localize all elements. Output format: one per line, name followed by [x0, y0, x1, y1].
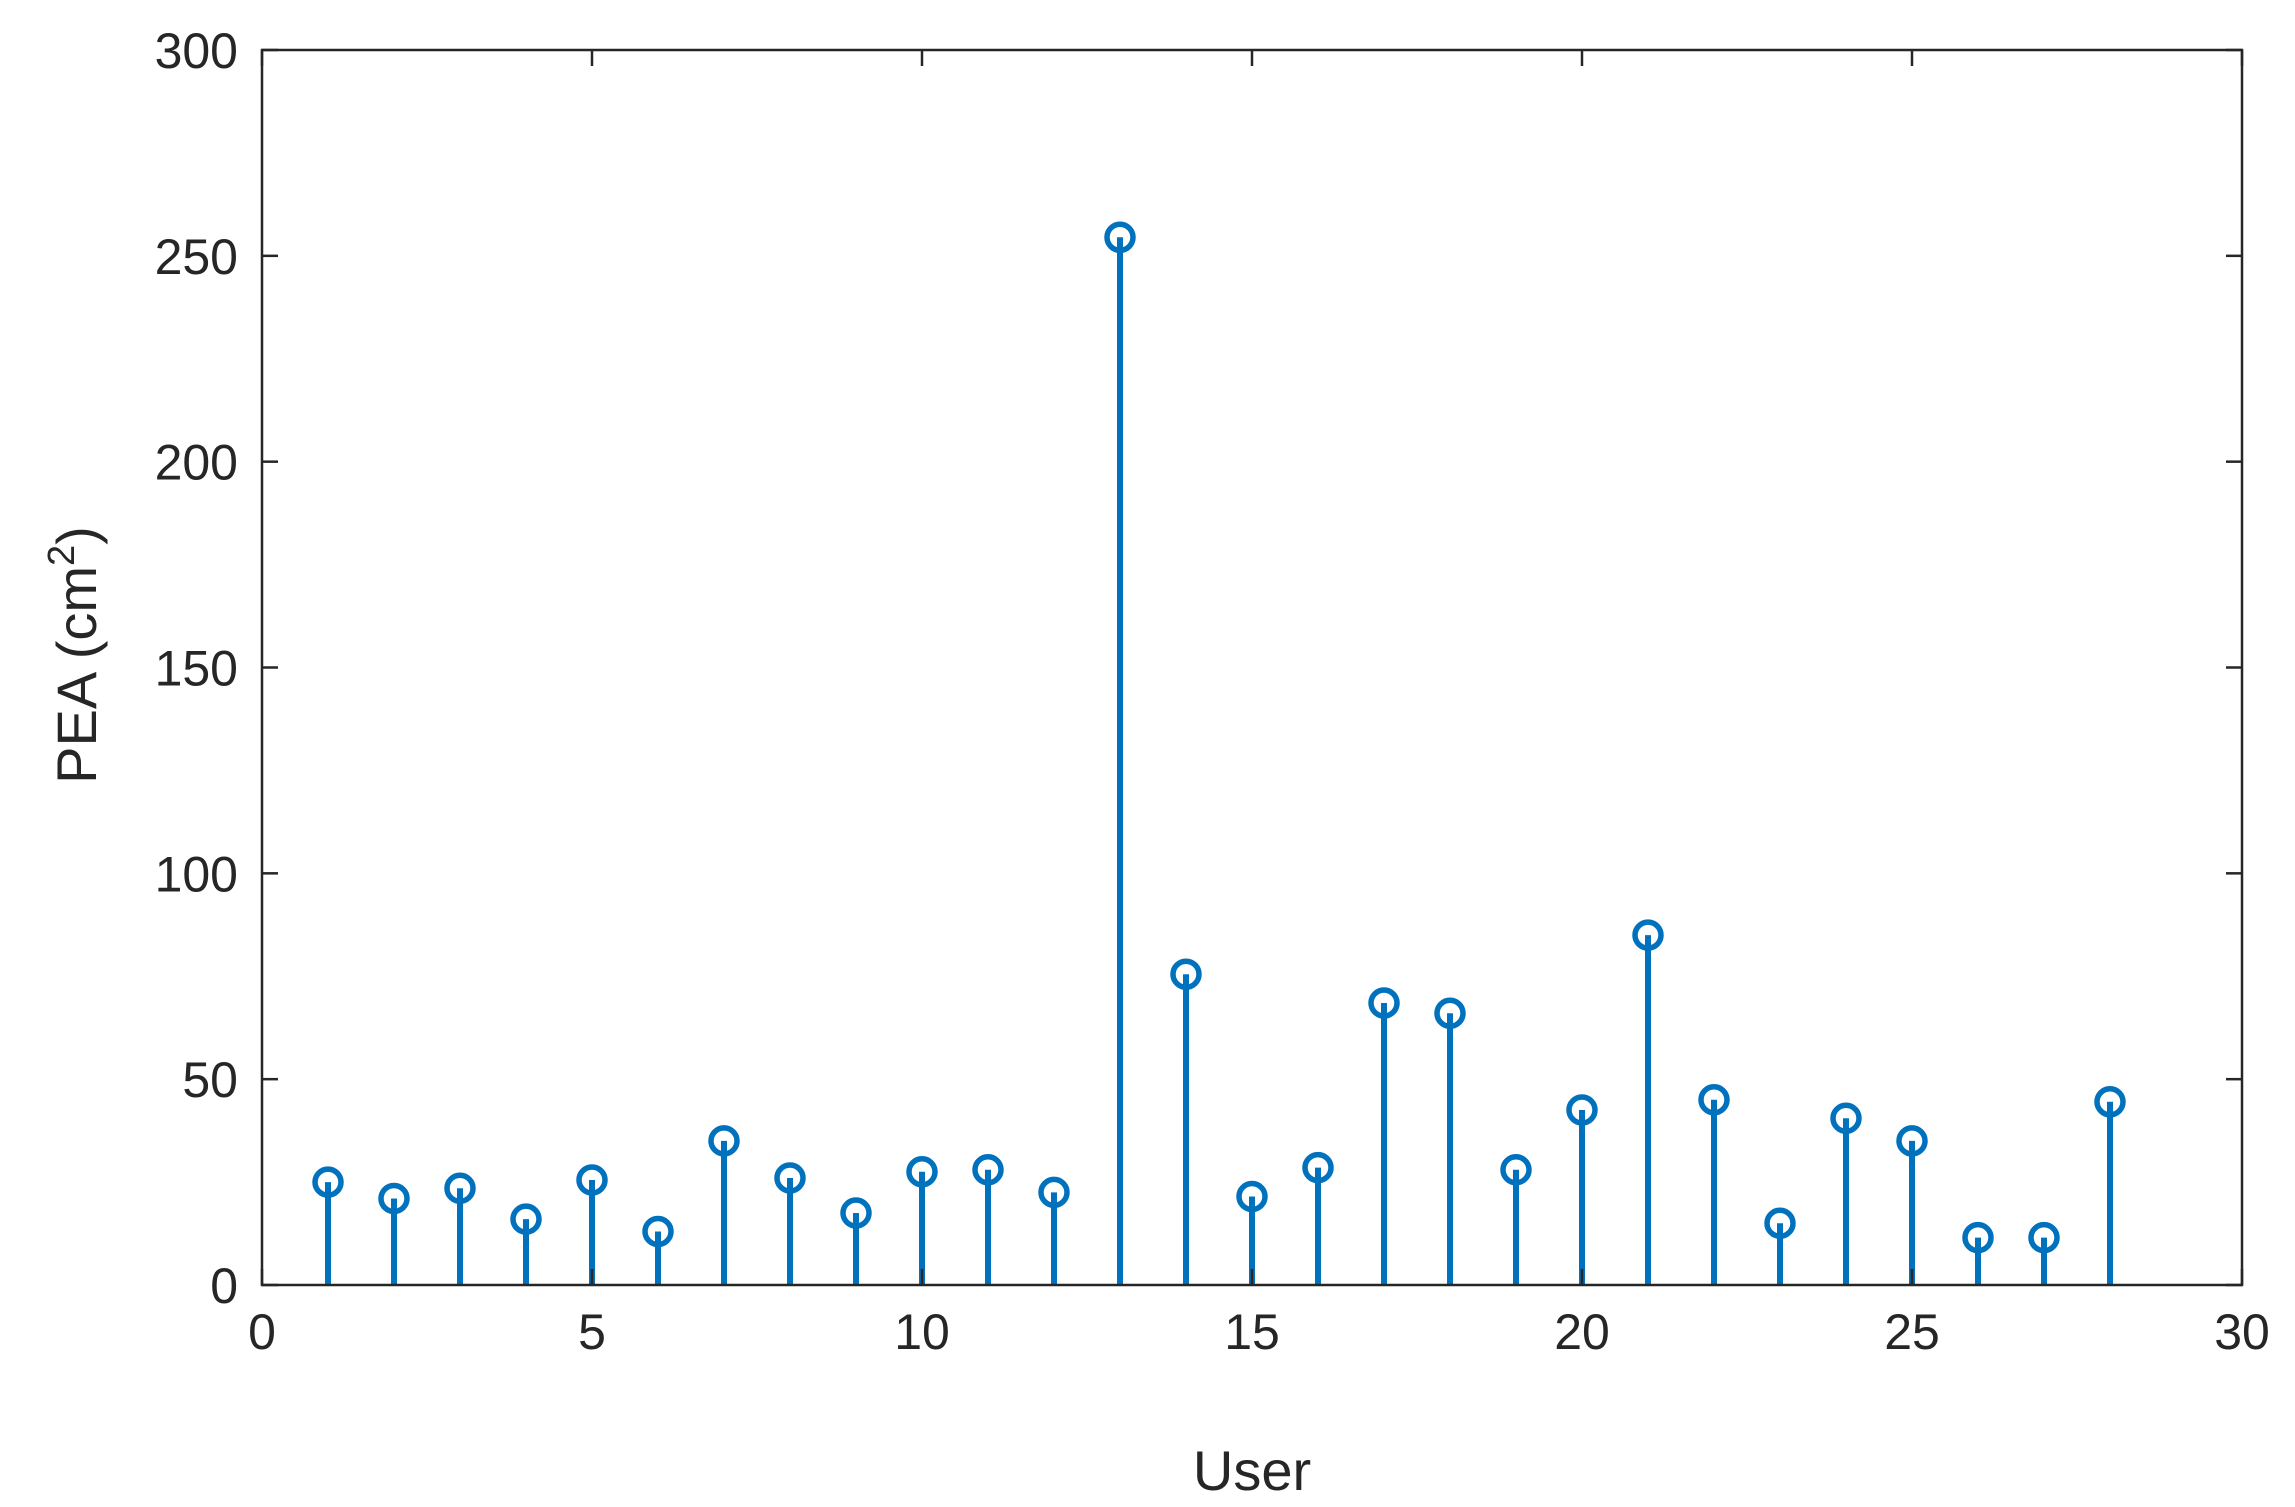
stem-marker — [1896, 1125, 1928, 1157]
stem-marker — [774, 1162, 806, 1194]
y-tick-label: 0 — [210, 1258, 238, 1314]
stem-marker — [1698, 1084, 1730, 1116]
stem-marker — [378, 1182, 410, 1215]
x-tick-label: 5 — [578, 1304, 606, 1360]
plot-frame — [260, 48, 2244, 1287]
x-tick-label: 20 — [1554, 1304, 1610, 1360]
stem-marker — [1236, 1180, 1268, 1213]
x-tick-label: 10 — [894, 1304, 950, 1360]
y-axis-title-main: PEA (cm — [45, 566, 108, 784]
y-tick-label: 100 — [155, 846, 238, 902]
y-axis-title-suffix: ) — [45, 526, 108, 545]
stem-marker — [576, 1164, 608, 1196]
stem-marker — [2028, 1221, 2060, 1254]
stem-marker — [1038, 1176, 1070, 1209]
data-marks — [312, 221, 2126, 1285]
stem-marker — [444, 1172, 476, 1205]
x-tick-label: 15 — [1224, 1304, 1280, 1360]
stem-marker — [1368, 987, 1400, 1019]
x-tick-label: 30 — [2214, 1304, 2270, 1360]
stem-marker — [972, 1153, 1004, 1186]
stem-marker — [1434, 997, 1466, 1030]
stem-marker — [840, 1197, 872, 1229]
stem-marker — [1170, 958, 1202, 990]
stem-marker — [510, 1203, 542, 1235]
stem-marker — [1830, 1102, 1862, 1135]
y-axis-title: PEA (cm2) — [41, 526, 108, 784]
y-tick-label: 250 — [155, 229, 238, 285]
stem-marker — [708, 1125, 740, 1157]
y-tick-label: 50 — [182, 1052, 238, 1108]
y-tick-label: 200 — [155, 435, 238, 491]
y-axis-title-superscript: 2 — [41, 545, 83, 566]
stem-marker — [1764, 1207, 1796, 1239]
x-tick-label: 0 — [248, 1304, 276, 1360]
stem-marker — [1632, 919, 1664, 951]
stem-marker — [312, 1166, 344, 1198]
stem-marker — [1962, 1221, 1994, 1254]
x-tick-label: 25 — [1884, 1304, 1940, 1360]
stem-marker — [1566, 1094, 1598, 1126]
stem-marker — [1104, 221, 1136, 254]
y-tick-label: 150 — [155, 641, 238, 697]
stem-marker — [1500, 1153, 1532, 1186]
stem-marker — [906, 1156, 938, 1188]
stem-marker — [642, 1215, 674, 1248]
x-axis-title: User — [1193, 1439, 1311, 1502]
stem-marker — [2094, 1086, 2126, 1118]
stem-marker — [1302, 1151, 1334, 1184]
y-tick-label: 300 — [155, 23, 238, 79]
